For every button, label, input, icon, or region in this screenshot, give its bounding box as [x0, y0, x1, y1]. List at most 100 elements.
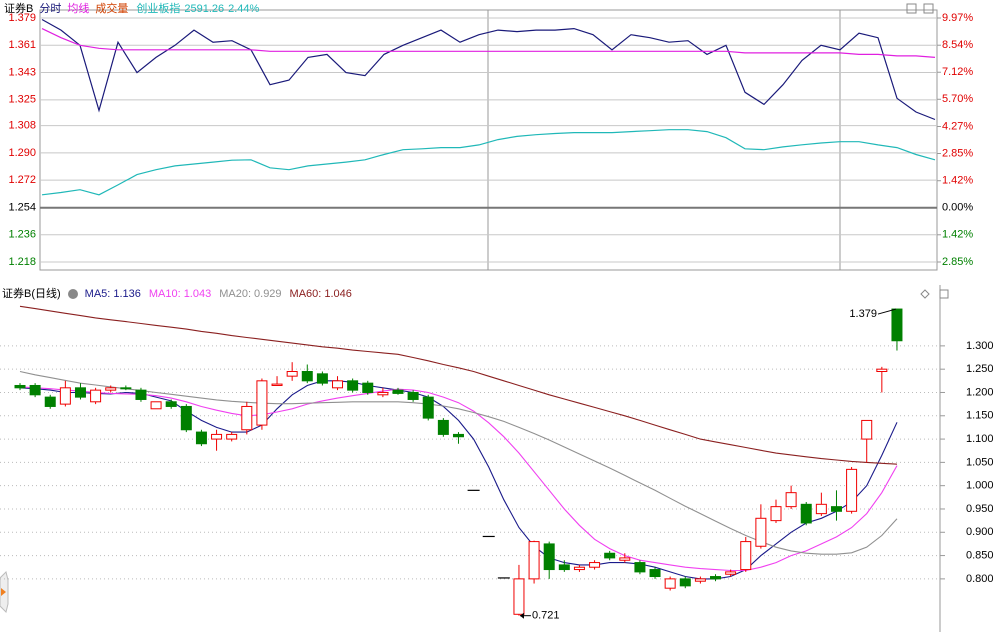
series-line: [41, 18, 936, 121]
candle-body: [392, 389, 404, 394]
panel-header: 证券B(日线) MA5: 1.136 MA10: 1.043 MA20: 0.929 MA60…: [2, 286, 352, 300]
candle-body: [256, 380, 268, 426]
y-tick-label: 1.000: [966, 480, 994, 492]
candle-body: [271, 383, 283, 386]
legend-value: 1.136: [113, 288, 141, 300]
y-tick-label: 0.800: [966, 573, 994, 585]
candle-body: [861, 419, 873, 440]
series-line: [41, 129, 936, 196]
candle-body: [241, 405, 253, 431]
y-tick-label: 1.050: [966, 456, 994, 468]
candle-body: [165, 401, 177, 407]
candle-body: [830, 506, 842, 512]
candle-body: [558, 564, 570, 571]
candle-body: [891, 308, 903, 342]
candle-body: [59, 387, 71, 405]
y2-tick-label: 7.12%: [942, 66, 973, 78]
legend-entry: 创业板指: [136, 1, 180, 15]
diamond-icon[interactable]: [920, 289, 930, 299]
y-tick-label: 1.150: [966, 410, 994, 422]
candle-body: [407, 391, 419, 400]
candle-body: [679, 578, 691, 587]
candle-body: [195, 431, 207, 445]
candle-body: [29, 384, 41, 396]
y-tick-label: 1.250: [966, 363, 994, 375]
y-tick-label: 1.200: [966, 386, 994, 398]
legend-name: MA10:: [149, 288, 181, 300]
panel-title: 证券B: [4, 1, 33, 15]
y-tick-label: 1.379: [8, 12, 36, 24]
y2-tick-label: 2.85%: [942, 147, 973, 159]
y2-tick-label: 1.42%: [942, 229, 973, 241]
candle-body: [452, 433, 464, 438]
candle-body: [846, 468, 858, 512]
y2-tick-label: 5.70%: [942, 93, 973, 105]
y-tick-label: 1.325: [8, 94, 36, 106]
y-tick-label: 1.100: [966, 433, 994, 445]
legend-entry: 均线: [67, 1, 89, 15]
candle-body: [347, 380, 359, 391]
y2-tick-label: 0.00%: [942, 202, 973, 214]
candle-body: [694, 578, 706, 582]
panel-header: 证券B 分时 均线 成交量 创业板指 2591.26 2.44%: [4, 1, 260, 15]
y-tick-label: 1.254: [8, 201, 36, 213]
candle-body: [528, 541, 540, 580]
candle-body: [710, 576, 722, 580]
candle-body: [573, 566, 585, 571]
y2-tick-label: 1.42%: [942, 175, 973, 187]
candle-body: [74, 387, 86, 398]
y-tick-label: 1.361: [8, 39, 36, 51]
y-tick-label: 0.850: [966, 549, 994, 561]
candle-body: [301, 371, 313, 382]
settings-icon[interactable]: [68, 289, 78, 299]
y-tick-label: 1.236: [8, 229, 36, 241]
y2-tick-label: 9.97%: [942, 12, 973, 24]
candle-body: [211, 433, 223, 440]
close-button[interactable]: [923, 3, 934, 14]
volume-tab[interactable]: 成交量: [95, 1, 128, 15]
y-tick-label: 1.290: [8, 147, 36, 159]
annotation-label: 0.721: [532, 610, 560, 622]
y-tick-label: 1.272: [8, 174, 36, 186]
y-tick-label: 1.308: [8, 120, 36, 132]
index-change: 2.44%: [228, 3, 259, 15]
ma-line: [19, 305, 898, 465]
candle-body: [649, 569, 661, 578]
legend-value: 1.043: [184, 288, 212, 300]
y-tick-label: 0.950: [966, 503, 994, 515]
legend-value: 1.046: [324, 288, 352, 300]
candle-body: [785, 492, 797, 508]
candle-body: [634, 562, 646, 573]
panel-title: 证券B(日线): [2, 286, 61, 300]
legend-value: 0.929: [254, 288, 282, 300]
candle-body: [876, 368, 888, 373]
candle-body: [755, 517, 767, 547]
zoom-button[interactable]: [906, 3, 917, 14]
candle-body: [589, 562, 601, 568]
side-handle-arrow: [1, 588, 6, 596]
y2-tick-label: 8.54%: [942, 39, 973, 51]
candle-body: [105, 387, 117, 391]
candle-body: [725, 571, 737, 575]
y-tick-label: 1.300: [966, 340, 994, 352]
square-icon[interactable]: [939, 289, 949, 299]
candle-body: [14, 384, 26, 389]
candle-body: [286, 371, 298, 377]
y2-tick-label: 4.27%: [942, 120, 973, 132]
y-tick-label: 1.343: [8, 66, 36, 78]
candle-body: [664, 578, 676, 589]
y-tick-label: 1.218: [8, 256, 36, 268]
candle-body: [422, 396, 434, 419]
candle-body: [120, 387, 132, 390]
candle-body: [437, 419, 449, 435]
candle-body: [377, 391, 389, 396]
series-line: [41, 28, 936, 58]
candle-body: [150, 401, 162, 410]
legend-name: MA20:: [219, 288, 251, 300]
candle-body: [604, 552, 616, 559]
candle-body: [770, 506, 782, 522]
candle-body: [800, 503, 812, 524]
candle-body: [619, 557, 631, 561]
y2-tick-label: 2.85%: [942, 256, 973, 268]
candle-body: [226, 433, 238, 440]
